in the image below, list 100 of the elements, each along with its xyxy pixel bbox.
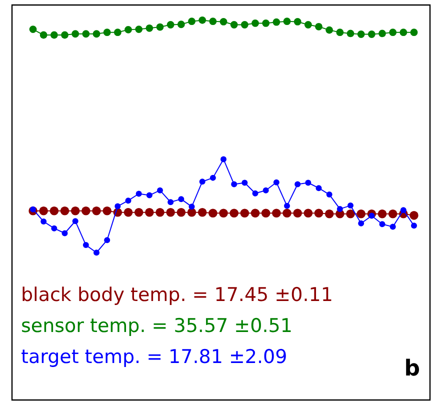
- point: [294, 18, 302, 26]
- point: [348, 202, 354, 209]
- point: [220, 18, 228, 26]
- point: [188, 18, 196, 26]
- point: [114, 28, 122, 36]
- point: [168, 199, 174, 206]
- point: [30, 206, 36, 212]
- point: [294, 181, 301, 188]
- point: [94, 250, 100, 256]
- point: [272, 18, 280, 26]
- point: [305, 180, 312, 186]
- point: [40, 218, 47, 224]
- point: [336, 28, 344, 36]
- point: [346, 209, 355, 218]
- point: [198, 208, 207, 217]
- point: [230, 208, 238, 218]
- text: black body temp. = 17.45 ±0.11: [21, 284, 333, 306]
- point: [304, 208, 313, 218]
- point: [124, 26, 132, 34]
- point: [284, 202, 290, 209]
- point: [283, 18, 291, 26]
- point: [50, 31, 58, 39]
- point: [262, 20, 270, 27]
- point: [242, 180, 248, 186]
- point: [156, 208, 164, 217]
- point: [261, 208, 270, 218]
- point: [82, 242, 89, 248]
- point: [378, 30, 386, 38]
- point: [70, 206, 80, 216]
- point: [378, 209, 387, 218]
- point: [166, 21, 174, 28]
- point: [356, 209, 366, 218]
- point: [252, 190, 258, 196]
- point: [210, 174, 216, 181]
- point: [102, 206, 112, 216]
- point: [326, 26, 334, 34]
- point: [219, 208, 228, 218]
- point: [134, 208, 144, 217]
- point: [262, 187, 269, 194]
- point: [410, 28, 418, 36]
- point: [293, 208, 302, 218]
- point: [176, 208, 186, 217]
- point: [82, 206, 90, 216]
- point: [62, 230, 68, 236]
- point: [157, 187, 163, 194]
- point: [304, 21, 312, 28]
- point: [114, 203, 121, 210]
- point: [400, 28, 408, 36]
- text: target temp. = 17.81 ±2.09: [21, 346, 288, 368]
- point: [92, 206, 101, 216]
- point: [368, 212, 375, 219]
- point: [390, 224, 396, 230]
- point: [103, 28, 111, 36]
- point: [82, 30, 90, 38]
- point: [316, 185, 322, 192]
- point: [240, 21, 248, 28]
- point: [188, 204, 195, 210]
- point: [400, 207, 406, 214]
- point: [145, 208, 154, 217]
- point: [61, 31, 68, 39]
- point: [230, 21, 238, 28]
- point: [199, 178, 206, 185]
- point: [324, 209, 334, 218]
- point: [124, 208, 133, 217]
- point: [231, 181, 238, 188]
- point: [252, 20, 259, 27]
- point: [315, 22, 322, 30]
- point: [220, 156, 226, 162]
- point: [272, 208, 281, 218]
- point: [51, 225, 58, 232]
- point: [178, 196, 184, 202]
- point: [273, 179, 280, 186]
- point: [135, 26, 143, 34]
- point: [368, 30, 376, 38]
- point: [209, 18, 217, 26]
- point: [39, 206, 48, 216]
- point: [389, 28, 397, 36]
- point: [326, 192, 332, 198]
- point: [136, 190, 142, 197]
- point: [379, 221, 386, 228]
- point: [336, 206, 343, 212]
- point: [208, 208, 218, 218]
- point: [177, 20, 185, 28]
- point: [72, 218, 78, 224]
- point: [29, 26, 37, 34]
- point: [156, 23, 164, 31]
- point: [92, 30, 100, 38]
- point: [146, 192, 152, 198]
- point: [346, 30, 354, 38]
- point: [40, 31, 48, 39]
- point: [411, 222, 417, 229]
- point: [166, 208, 175, 217]
- point: [125, 198, 132, 204]
- point: [104, 237, 110, 244]
- point: [60, 206, 70, 216]
- point: [72, 30, 80, 38]
- point: [50, 206, 59, 216]
- point: [357, 30, 365, 38]
- point: [250, 208, 260, 218]
- annotation: b: [404, 356, 420, 382]
